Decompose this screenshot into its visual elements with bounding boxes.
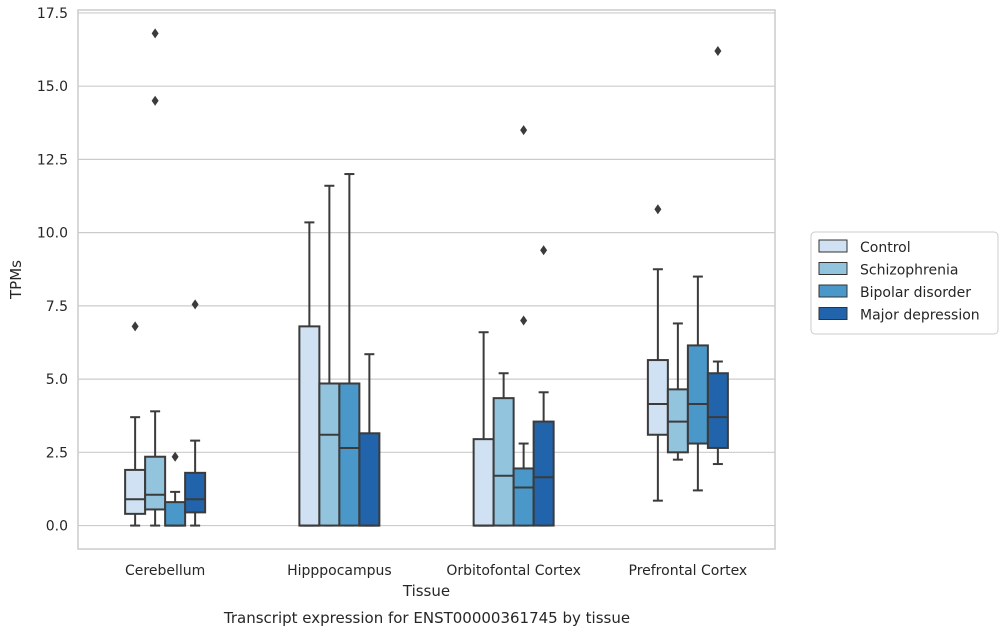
outlier-point [654,204,662,215]
box-iqr [492,397,515,527]
x-tick-label: Orbitofontal Cortex [446,563,581,579]
box-major-depression [706,46,729,466]
box-bipolar-disorder [164,451,187,527]
box-iqr [686,344,709,445]
box-major-depression [532,245,555,527]
x-tick-labels: Cerebellum Hipppocampus Orbitofontal Corte… [125,563,747,579]
outlier-point [151,28,159,39]
box-iqr [318,382,341,527]
box-iqr [532,420,555,527]
box-bipolar-disorder [338,173,361,527]
chart-caption: Transcript expression for ENST0000036174… [223,609,630,627]
legend-swatch [818,307,848,320]
legend-swatch [818,262,848,275]
legend-label: Schizophrenia [860,263,958,279]
outlier-point [714,46,722,57]
box-iqr [298,325,321,527]
box-bipolar-disorder [686,275,709,492]
x-axis-title: Tissue [402,582,450,600]
y-tick-labels: 0.0 2.5 5.0 7.5 10.0 12.5 15.0 17.5 [37,6,68,535]
box-control [472,331,495,527]
box-schizophrenia [666,322,689,461]
outlier-point [191,299,199,310]
y-tick-label: 7.5 [46,299,68,315]
box-iqr [472,438,495,527]
box-iqr [184,471,207,514]
x-tick-label: Prefrontal Cortex [629,563,748,579]
box-control [646,204,669,502]
box-schizophrenia [492,372,515,527]
y-tick-label: 12.5 [37,152,68,168]
legend-label: Major depression [860,308,980,324]
y-tick-label: 5.0 [46,372,68,388]
plot-frame [77,9,776,550]
box-major-depression [184,299,207,527]
box-bipolar-disorder [512,125,535,527]
outlier-point [540,245,548,256]
box-schizophrenia [318,184,341,527]
box-schizophrenia [144,28,167,527]
box-iqr [144,455,167,511]
box-control [298,221,321,527]
box-layer [124,28,729,527]
box-iqr [358,432,381,527]
outlier-point [171,451,179,462]
legend: Control Schizophrenia Bipolar disorder Majo… [810,231,999,335]
box-iqr [706,372,729,449]
outlier-point [520,315,528,326]
box-iqr [164,501,187,527]
y-axis-title: TPMs [7,260,25,300]
legend-swatch [818,284,848,298]
y-tick-label: 0.0 [46,519,68,535]
legend-swatch [818,239,848,253]
outlier-point [131,321,139,332]
x-tick-label: Cerebellum [125,563,205,579]
box-iqr [512,467,535,527]
y-tick-label: 15.0 [37,79,68,95]
box-control [124,321,147,527]
outlier-point [151,95,159,106]
box-iqr [338,382,361,527]
legend-label: Bipolar disorder [860,285,971,301]
box-iqr [124,468,147,515]
legend-label: Control [860,240,911,256]
legend-frame [810,231,999,335]
x-tick-label: Hipppocampus [287,563,392,579]
box-iqr [646,359,669,436]
y-tick-label: 17.5 [37,6,68,22]
outlier-point [520,125,528,136]
y-tick-label: 2.5 [46,445,68,461]
y-tick-label: 10.0 [37,226,68,242]
box-major-depression [358,353,381,527]
